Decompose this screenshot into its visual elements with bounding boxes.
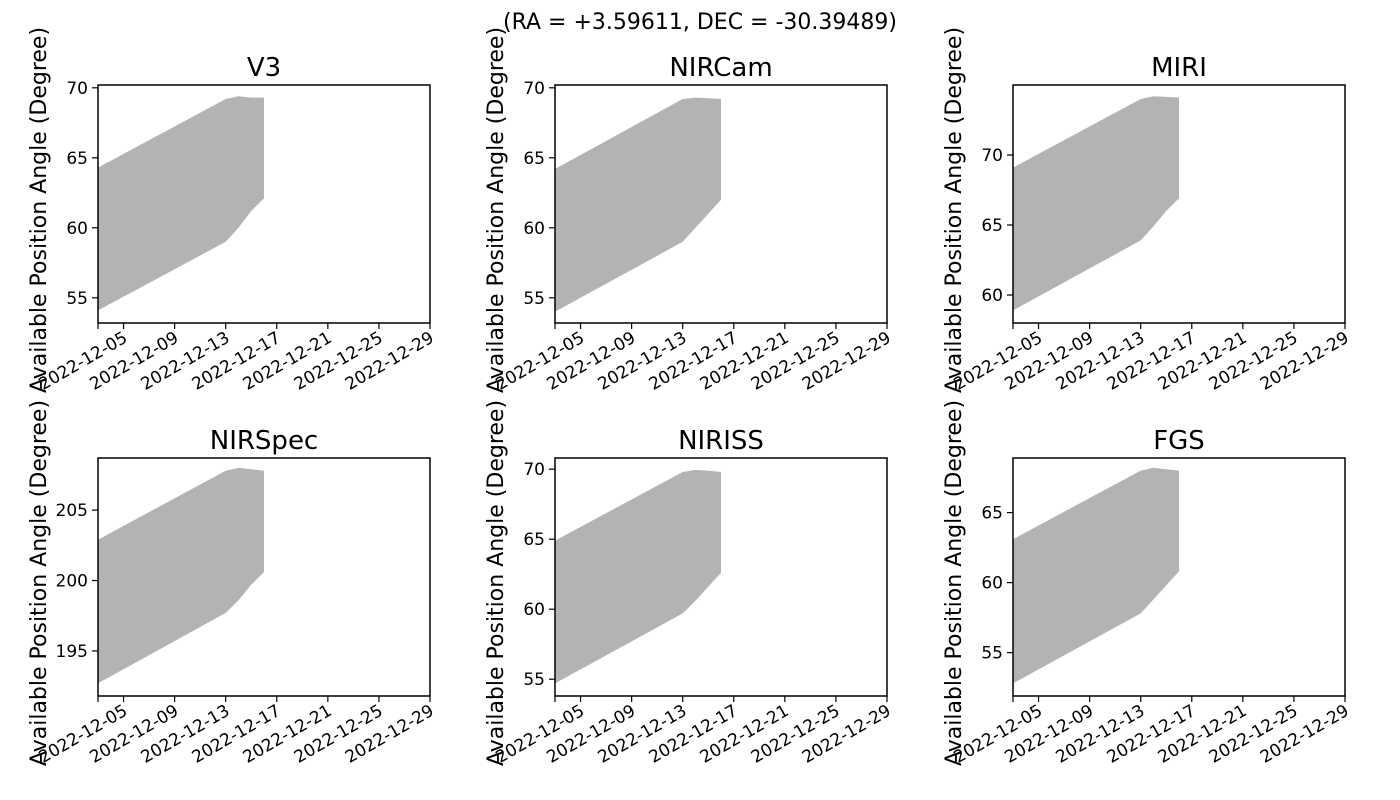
available-angle-area [98,467,264,684]
subplot-title: FGS [1153,426,1205,456]
y-axis-label: Available Position Angle (Degree) [942,400,967,766]
y-tick-label: 65 [523,149,545,169]
available-angle-area [1013,467,1179,684]
y-tick-label: 70 [981,146,1003,166]
y-tick-label: 205 [56,501,88,521]
y-tick-label: 70 [523,79,545,99]
y-tick-label: 65 [981,504,1003,524]
y-tick-label: 55 [523,289,545,309]
axes-frame [554,457,888,697]
y-axis-label: Available Position Angle (Degree) [484,400,509,766]
y-tick-label: 200 [56,572,88,592]
available-angle-area [555,97,721,312]
y-tick-label: 60 [523,219,545,239]
y-tick-label: 60 [981,286,1003,306]
y-tick-label: 195 [56,642,88,662]
y-tick-label: 70 [523,460,545,480]
axes-frame [1012,457,1346,697]
subplot-nircam: NIRCam556065702022-12-052022-12-092022-1… [484,27,895,395]
y-tick-label: 65 [523,530,545,550]
axes-frame [1012,84,1346,324]
y-tick-label: 55 [981,644,1003,664]
subplot-title: NIRSpec [210,426,318,456]
axes-frame [554,84,888,324]
available-angle-area [1013,96,1179,311]
subplot-v3: V3556065702022-12-052022-12-092022-12-13… [27,27,438,395]
y-tick-label: 60 [523,600,545,620]
subplot-title: V3 [247,53,281,83]
subplot-niriss: NIRISS556065702022-12-052022-12-092022-1… [484,400,895,768]
axes-frame [97,457,431,697]
y-tick-label: 65 [981,216,1003,236]
y-axis-label: Available Position Angle (Degree) [942,27,967,393]
subplot-title: NIRISS [678,426,764,456]
available-angle-area [98,96,264,311]
subplot-title: NIRCam [669,53,772,83]
y-tick-label: 60 [981,574,1003,594]
subplot-miri: MIRI6065702022-12-052022-12-092022-12-13… [942,27,1353,395]
subplot-title: MIRI [1151,53,1207,83]
y-tick-label: 70 [66,79,88,99]
y-axis-label: Available Position Angle (Degree) [27,400,52,766]
y-axis-label: Available Position Angle (Degree) [484,27,509,393]
axes-frame [97,84,431,324]
figure-title: (RA = +3.59611, DEC = -30.39489) [503,10,897,35]
subplot-fgs: FGS5560652022-12-052022-12-092022-12-132… [942,400,1353,768]
available-angle-area [555,469,721,684]
y-axis-label: Available Position Angle (Degree) [27,27,52,393]
y-tick-label: 55 [66,289,88,309]
y-tick-label: 60 [66,219,88,239]
y-tick-label: 65 [66,149,88,169]
y-tick-label: 55 [523,670,545,690]
subplot-nirspec: NIRSpec1952002052022-12-052022-12-092022… [27,400,438,768]
